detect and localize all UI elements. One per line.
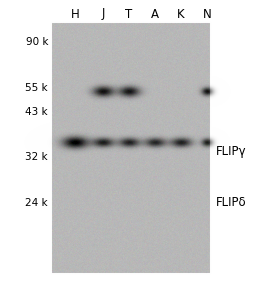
Text: FLIPγ: FLIPγ (216, 145, 247, 158)
Text: K: K (177, 7, 185, 20)
Text: J: J (101, 7, 105, 20)
Text: 32 k: 32 k (25, 152, 48, 162)
Text: 24 k: 24 k (25, 198, 48, 208)
Text: T: T (125, 7, 133, 20)
Text: FLIPδ: FLIPδ (216, 196, 247, 209)
Text: N: N (203, 7, 211, 20)
Text: H: H (71, 7, 79, 20)
Text: 43 k: 43 k (25, 107, 48, 117)
Text: 55 k: 55 k (25, 83, 48, 93)
Text: 90 k: 90 k (26, 37, 48, 47)
Text: A: A (151, 7, 159, 20)
